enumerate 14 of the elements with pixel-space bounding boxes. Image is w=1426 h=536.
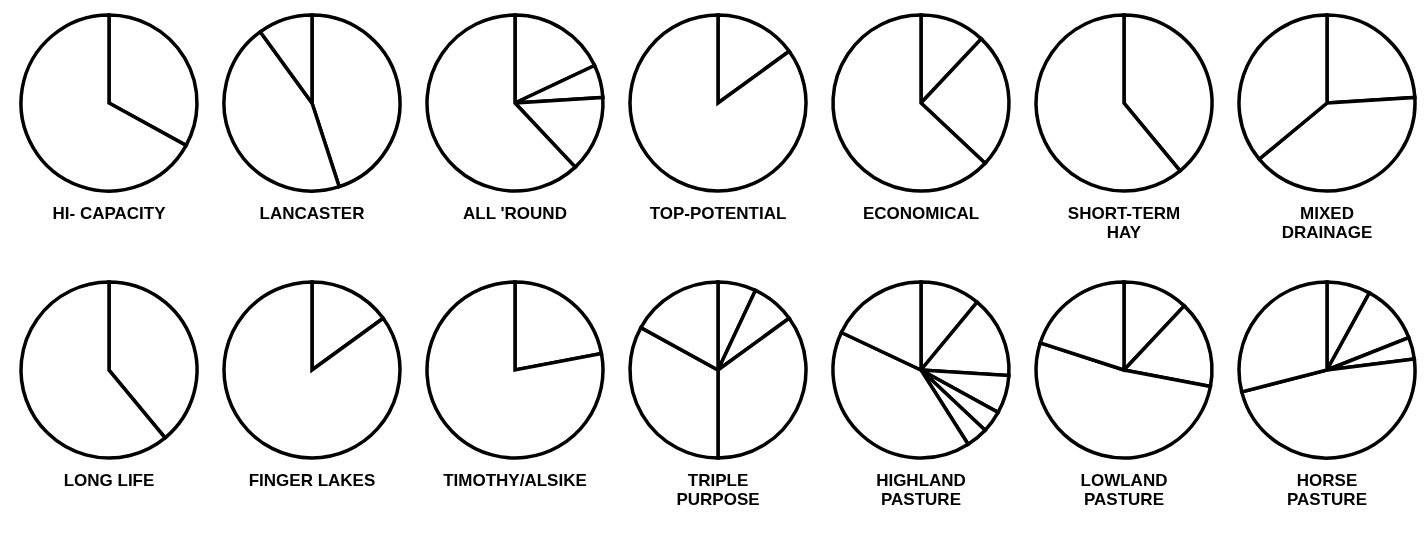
text: MIXED DRAINAGE: [1281, 204, 1373, 242]
text: HI- CAPACITY: [52, 204, 167, 223]
text: LONG LIFE: [63, 471, 155, 490]
text: TOP-POTENTIAL: [649, 204, 787, 223]
text: TRIPLE PURPOSE: [676, 471, 760, 509]
text: TIMOTHY/ALSIKE: [443, 471, 587, 490]
text: LOWLAND PASTURE: [1080, 471, 1168, 509]
text: HIGHLAND PASTURE: [876, 471, 966, 509]
text: HORSE PASTURE: [1287, 471, 1367, 509]
text: ALL 'ROUND: [463, 204, 567, 223]
text: FINGER LAKES: [248, 471, 376, 490]
text: SHORT-TERM HAY: [1067, 204, 1181, 242]
text: LANCASTER: [259, 204, 365, 223]
text: ECONOMICAL: [862, 204, 980, 223]
